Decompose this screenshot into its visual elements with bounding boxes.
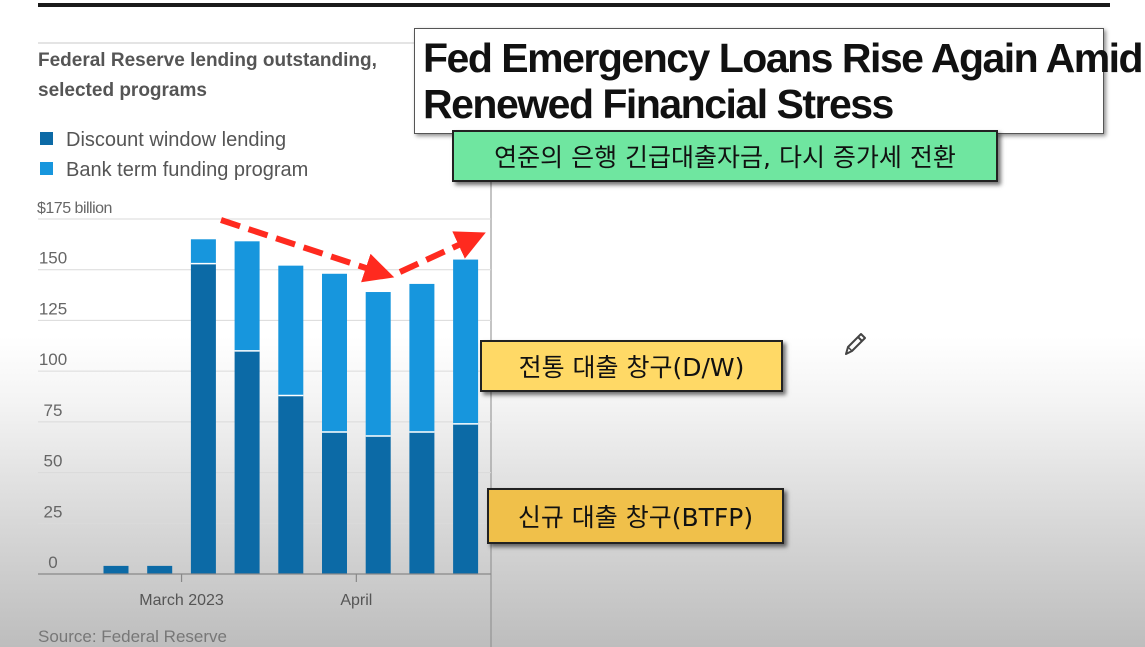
bar-discount-window-4	[234, 350, 260, 574]
x-tick-label: March 2023	[139, 592, 224, 609]
y-tick-label-175: $175 billion	[37, 200, 112, 217]
x-tick-label: April	[340, 592, 372, 609]
bar-btfp-9	[453, 259, 479, 424]
chart-title-line2: selected programs	[38, 80, 207, 101]
headline-line-2: Renewed Financial Stress	[423, 81, 894, 127]
headline-box: Fed Emergency Loans Rise Again Amid Rene…	[414, 28, 1144, 134]
bar-discount-window-7	[365, 436, 391, 574]
chart-source: Source: Federal Reserve	[38, 627, 227, 646]
headline-line-1: Fed Emergency Loans Rise Again Amid	[423, 35, 1144, 81]
y-tick-label-125: 125	[39, 299, 67, 318]
legend-swatch-btfp	[40, 162, 53, 175]
trend-arrow-up	[398, 231, 486, 275]
legend-swatch-discount-window	[40, 132, 53, 145]
bar-discount-window-2	[147, 565, 173, 574]
y-tick-label-100: 100	[39, 350, 67, 369]
btfp-callout: 신규 대출 창구(BTFP)	[487, 488, 784, 544]
bar-discount-window-8	[409, 432, 435, 574]
bar-discount-window-5	[278, 395, 304, 574]
legend-label-btfp: Bank term funding program	[66, 159, 308, 181]
y-tick-label-0: 0	[48, 553, 57, 572]
discount-window-callout: 전통 대출 창구(D/W)	[480, 340, 783, 392]
bar-discount-window-6	[322, 432, 347, 574]
korean-subtitle: 연준의 은행 긴급대출자금, 다시 증가세 전환	[452, 130, 998, 182]
bar-btfp-6	[322, 273, 347, 432]
bar-discount-window-1	[103, 565, 129, 574]
chart-title-line1: Federal Reserve lending outstanding,	[38, 50, 377, 71]
pencil-icon[interactable]	[842, 330, 868, 358]
bar-btfp-5	[278, 265, 304, 396]
bar-btfp-3	[190, 239, 216, 264]
y-tick-label-75: 75	[44, 401, 63, 420]
bar-discount-window-9	[453, 423, 479, 574]
legend-label-discount-window: Discount window lending	[66, 129, 286, 151]
y-tick-label-50: 50	[44, 452, 63, 471]
bar-btfp-8	[409, 283, 435, 432]
bar-btfp-7	[365, 292, 391, 437]
top-rule	[38, 3, 1110, 7]
y-tick-label-150: 150	[39, 249, 67, 268]
bar-discount-window-3	[190, 263, 216, 574]
y-tick-label-25: 25	[44, 502, 63, 521]
bar-btfp-4	[234, 241, 260, 351]
